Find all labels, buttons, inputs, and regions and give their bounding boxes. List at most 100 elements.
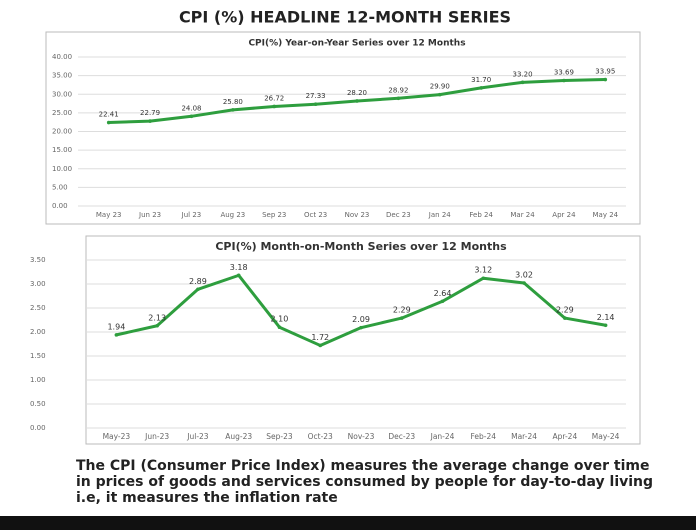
data-label: 3.18: [230, 263, 248, 272]
y-tick-label: 1.50: [30, 352, 46, 360]
y-tick-label: 3.00: [30, 280, 46, 288]
x-tick-label: Apr 24: [552, 211, 576, 219]
x-tick-label: May-24: [592, 432, 620, 441]
x-tick-label: Oct-23: [308, 432, 333, 441]
series-line: [116, 273, 606, 347]
y-tick-label: 20.00: [52, 128, 72, 136]
x-tick-label: Jul 23: [181, 211, 202, 219]
y-tick-label: 2.50: [30, 304, 46, 312]
x-tick-label: Mar 24: [510, 211, 535, 219]
x-tick-label: Jul-23: [186, 432, 209, 441]
page-title: CPI (%) HEADLINE 12-MONTH SERIES: [179, 8, 511, 27]
charts: CPI (%) HEADLINE 12-MONTH SERIES CPI(%) …: [30, 8, 641, 445]
x-tick-label: Aug-23: [225, 432, 252, 441]
chart-frame: [45, 31, 641, 225]
x-tick-label: Jun 23: [138, 211, 161, 219]
point: [318, 343, 323, 348]
data-label: 27.33: [306, 92, 326, 100]
x-tick-label: May 24: [593, 211, 619, 219]
point: [520, 80, 525, 85]
data-label: 29.90: [430, 83, 450, 91]
x-tick-label: Apr-24: [552, 432, 577, 441]
data-label: 2.09: [352, 315, 370, 324]
x-tick-label: Nov-23: [348, 432, 375, 441]
data-label: 2.13: [148, 313, 166, 322]
data-label: 22.41: [99, 111, 119, 119]
point: [277, 325, 282, 330]
y-tick-label: 15.00: [52, 146, 72, 154]
data-label: 25.80: [223, 98, 243, 106]
x-tick-label: Sep-23: [266, 432, 293, 441]
point: [196, 287, 200, 292]
data-label: 2.14: [597, 313, 615, 322]
x-tick-label: Sep 23: [262, 211, 286, 219]
point: [355, 99, 359, 103]
point: [148, 119, 152, 123]
x-tick-label: Aug 23: [220, 211, 245, 219]
x-tick-label: Feb 24: [469, 211, 493, 219]
data-label: 2.89: [189, 277, 207, 286]
data-label: 26.72: [264, 94, 284, 102]
x-tick-label: Feb-24: [471, 432, 497, 441]
point: [189, 114, 194, 119]
data-label: 2.64: [434, 289, 452, 298]
y-tick-label: 1.00: [30, 376, 46, 384]
x-tick-label: Nov 23: [345, 211, 370, 219]
chart-title: CPI(%) Year-on-Year Series over 12 Month…: [248, 39, 465, 49]
data-label: 28.20: [347, 89, 367, 97]
x-tick-label: Jun-23: [144, 432, 169, 441]
point: [479, 86, 483, 90]
data-label: 24.08: [181, 104, 201, 112]
chart-frame: [85, 235, 641, 445]
point: [231, 108, 235, 112]
data-label: 33.69: [554, 69, 574, 77]
caption: The CPI (Consumer Price Index) measures …: [76, 458, 654, 506]
data-label: 3.02: [515, 271, 533, 280]
y-tick-label: 30.00: [52, 90, 72, 98]
chart-title: CPI(%) Month-on-Month Series over 12 Mon…: [215, 240, 507, 253]
point: [440, 299, 445, 304]
point: [603, 323, 608, 328]
x-tick-label: Jan 24: [428, 211, 451, 219]
y-tick-label: 0.50: [30, 400, 46, 408]
point: [563, 316, 567, 320]
point: [522, 281, 526, 285]
point: [437, 92, 442, 97]
x-tick-label: May 23: [96, 211, 122, 219]
y-tick-label: 3.50: [30, 256, 46, 264]
point: [359, 325, 363, 330]
x-tick-label: Jan-24: [430, 432, 455, 441]
data-label: 2.29: [556, 306, 574, 315]
data-label: 1.72: [311, 333, 329, 342]
bottom-bar: [0, 516, 696, 530]
point: [236, 273, 241, 278]
x-tick-label: Dec 23: [386, 211, 411, 219]
x-tick-label: May-23: [103, 432, 131, 441]
data-label: 2.29: [393, 306, 411, 315]
y-tick-label: 0.00: [30, 424, 46, 432]
point: [272, 104, 277, 109]
x-tick-label: Oct 23: [304, 211, 327, 219]
point: [106, 120, 111, 125]
y-tick-label: 10.00: [52, 165, 72, 173]
point: [313, 102, 318, 106]
point: [114, 333, 119, 337]
point: [396, 96, 401, 101]
y-tick-label: 2.00: [30, 328, 46, 336]
data-label: 28.92: [388, 86, 408, 94]
data-label: 31.70: [471, 76, 491, 84]
y-tick-label: 5.00: [52, 183, 68, 191]
y-tick-label: 40.00: [52, 53, 72, 61]
x-tick-label: Dec-23: [388, 432, 415, 441]
data-label: 33.20: [513, 70, 533, 78]
point: [399, 316, 404, 320]
point: [562, 78, 566, 83]
y-tick-label: 35.00: [52, 72, 72, 80]
point: [603, 77, 608, 82]
point: [155, 323, 159, 328]
y-tick-label: 0.00: [52, 202, 68, 210]
point: [481, 276, 486, 281]
data-label: 33.95: [595, 68, 615, 76]
data-label: 2.10: [271, 315, 289, 324]
